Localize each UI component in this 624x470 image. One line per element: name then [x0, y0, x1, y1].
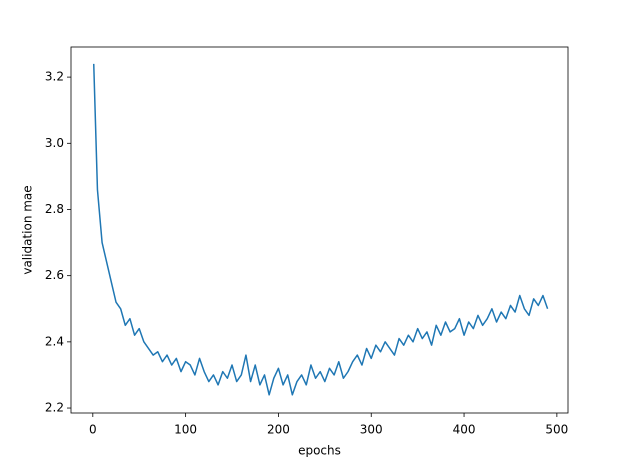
x-tick-label: 0	[89, 423, 97, 437]
y-axis-label: validation mae	[21, 185, 35, 274]
data-line	[92, 63, 549, 396]
x-tick-label: 500	[545, 423, 568, 437]
x-tick-label: 400	[453, 423, 476, 437]
x-tick-label: 300	[360, 423, 383, 437]
y-tick-label: 2.2	[45, 401, 64, 415]
y-tick-label: 3.0	[45, 136, 64, 150]
y-tick-label: 2.6	[45, 268, 64, 282]
y-tick-label: 3.2	[45, 70, 64, 84]
axes-frame	[70, 46, 569, 414]
x-tick-label: 100	[174, 423, 197, 437]
x-tick-label: 200	[267, 423, 290, 437]
y-tick-label: 2.8	[45, 202, 64, 216]
x-axis-label: epochs	[298, 444, 341, 458]
y-tick-label: 2.4	[45, 334, 64, 348]
